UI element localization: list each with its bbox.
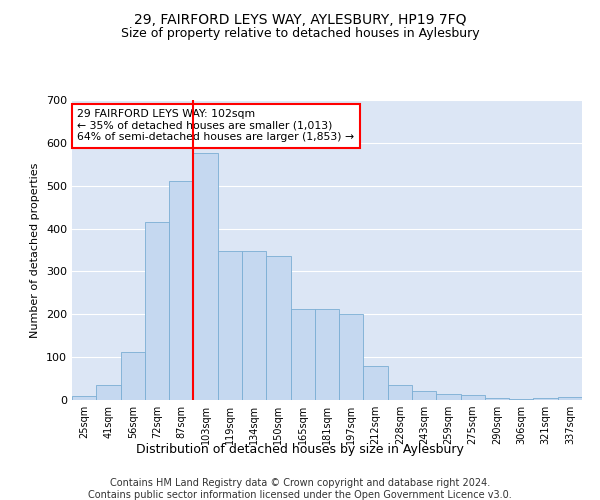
Bar xyxy=(218,251,242,400)
Bar xyxy=(315,308,339,400)
Bar xyxy=(290,308,315,400)
Bar xyxy=(533,398,558,400)
Bar xyxy=(509,399,533,400)
Bar xyxy=(72,396,96,400)
Bar xyxy=(266,256,290,400)
Bar xyxy=(388,385,412,400)
Bar xyxy=(364,366,388,400)
Text: Distribution of detached houses by size in Aylesbury: Distribution of detached houses by size … xyxy=(136,442,464,456)
Y-axis label: Number of detached properties: Number of detached properties xyxy=(31,162,40,338)
Text: Size of property relative to detached houses in Aylesbury: Size of property relative to detached ho… xyxy=(121,28,479,40)
Bar xyxy=(145,222,169,400)
Bar xyxy=(461,395,485,400)
Bar xyxy=(485,398,509,400)
Bar xyxy=(339,314,364,400)
Bar xyxy=(96,385,121,400)
Text: 29 FAIRFORD LEYS WAY: 102sqm
← 35% of detached houses are smaller (1,013)
64% of: 29 FAIRFORD LEYS WAY: 102sqm ← 35% of de… xyxy=(77,109,354,142)
Text: 29, FAIRFORD LEYS WAY, AYLESBURY, HP19 7FQ: 29, FAIRFORD LEYS WAY, AYLESBURY, HP19 7… xyxy=(134,12,466,26)
Bar xyxy=(242,251,266,400)
Bar xyxy=(193,152,218,400)
Text: Contains HM Land Registry data © Crown copyright and database right 2024.: Contains HM Land Registry data © Crown c… xyxy=(110,478,490,488)
Bar xyxy=(169,182,193,400)
Bar xyxy=(558,397,582,400)
Text: Contains public sector information licensed under the Open Government Licence v3: Contains public sector information licen… xyxy=(88,490,512,500)
Bar xyxy=(121,352,145,400)
Bar xyxy=(412,392,436,400)
Bar xyxy=(436,394,461,400)
